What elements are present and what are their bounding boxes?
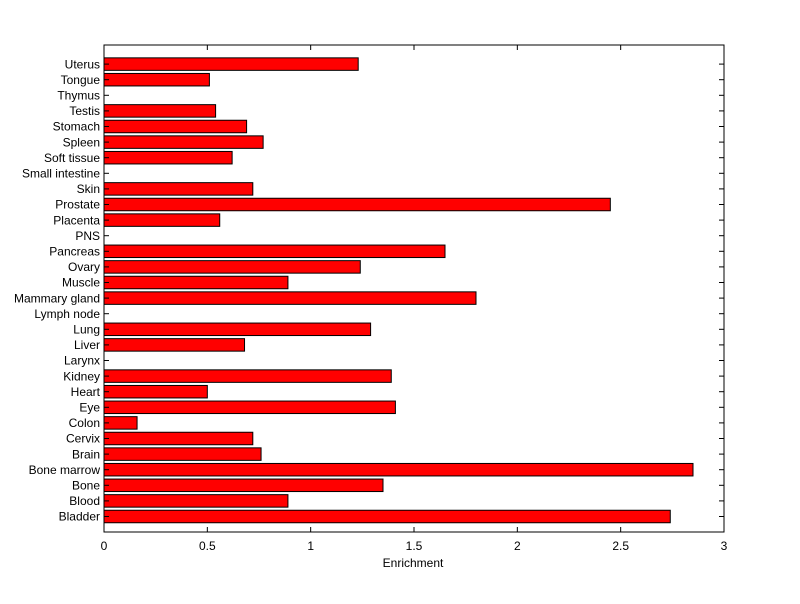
bar-lung (103, 322, 372, 337)
category-label-thymus: Thymus (57, 89, 100, 103)
category-label-bone: Bone (72, 479, 100, 493)
category-label-mammary-gland: Mammary gland (14, 291, 100, 305)
category-label-placenta: Placenta (53, 213, 100, 227)
category-label-uterus: Uterus (65, 57, 100, 71)
x-tick-label-3: 1.5 (406, 539, 423, 553)
category-label-liver: Liver (74, 338, 100, 352)
bar-kidney (103, 369, 392, 383)
category-label-stomach: Stomach (53, 120, 100, 134)
x-tick-labels-group: 0 0.5 1 1.5 2 2.5 3 (101, 539, 728, 553)
bar-prostate (103, 197, 611, 212)
category-label-heart: Heart (71, 385, 101, 399)
bar-pancreas (103, 244, 446, 259)
x-tick-label-5: 2.5 (612, 539, 629, 553)
category-label-skin: Skin (77, 182, 100, 196)
bar-placenta (103, 213, 221, 227)
category-label-kidney: Kidney (63, 369, 100, 383)
category-label-spleen: Spleen (63, 135, 100, 149)
category-label-pancreas: Pancreas (49, 245, 100, 259)
x-tick-label-2: 1 (307, 539, 314, 553)
category-label-eye: Eye (79, 401, 100, 415)
bar-uterus (103, 57, 359, 71)
category-label-soft-tissue: Soft tissue (44, 151, 100, 165)
category-label-colon: Colon (69, 416, 100, 430)
category-label-testis: Testis (69, 104, 100, 118)
bar-eye (103, 400, 396, 415)
category-label-prostate: Prostate (55, 198, 100, 212)
bar-bladder (103, 509, 671, 524)
category-label-ovary: Ovary (68, 260, 100, 274)
ticks-group (103, 45, 725, 532)
bar-cervix (103, 431, 254, 446)
category-label-blood: Blood (69, 494, 100, 508)
category-label-bladder: Bladder (59, 510, 100, 524)
category-label-larynx: Larynx (64, 354, 100, 368)
bar-liver (103, 338, 246, 352)
category-label-brain: Brain (72, 447, 100, 461)
bar-brain (103, 447, 262, 461)
bar-bone (103, 478, 384, 493)
category-label-bone-marrow: Bone marrow (29, 463, 101, 477)
x-axis-label: Enrichment (383, 556, 444, 570)
x-tick-label-6: 3 (721, 539, 728, 553)
bars-group (103, 57, 694, 524)
x-tick-label-0: 0 (101, 539, 108, 553)
bar-stomach (103, 119, 248, 134)
category-label-tongue: Tongue (61, 73, 101, 87)
bar-ovary (103, 260, 361, 274)
bar-soft-tissue (103, 150, 233, 165)
bar-heart (103, 384, 208, 399)
bar-skin (103, 182, 254, 196)
bar-testis (103, 104, 217, 118)
x-tick-label-4: 2 (514, 539, 521, 553)
category-label-small-intestine: Small intestine (22, 167, 100, 181)
category-label-lymph-node: Lymph node (34, 307, 100, 321)
bar-bone-marrow (103, 462, 694, 477)
bar-muscle (103, 275, 289, 290)
bar-mammary-gland (103, 291, 477, 305)
x-tick-label-1: 0.5 (199, 539, 216, 553)
bar-blood (103, 494, 289, 508)
category-label-muscle: Muscle (62, 276, 100, 290)
category-label-pns: PNS (75, 229, 100, 243)
category-label-lung: Lung (73, 323, 100, 337)
bar-tongue (103, 72, 210, 87)
category-label-cervix: Cervix (66, 432, 100, 446)
bar-spleen (103, 135, 264, 149)
